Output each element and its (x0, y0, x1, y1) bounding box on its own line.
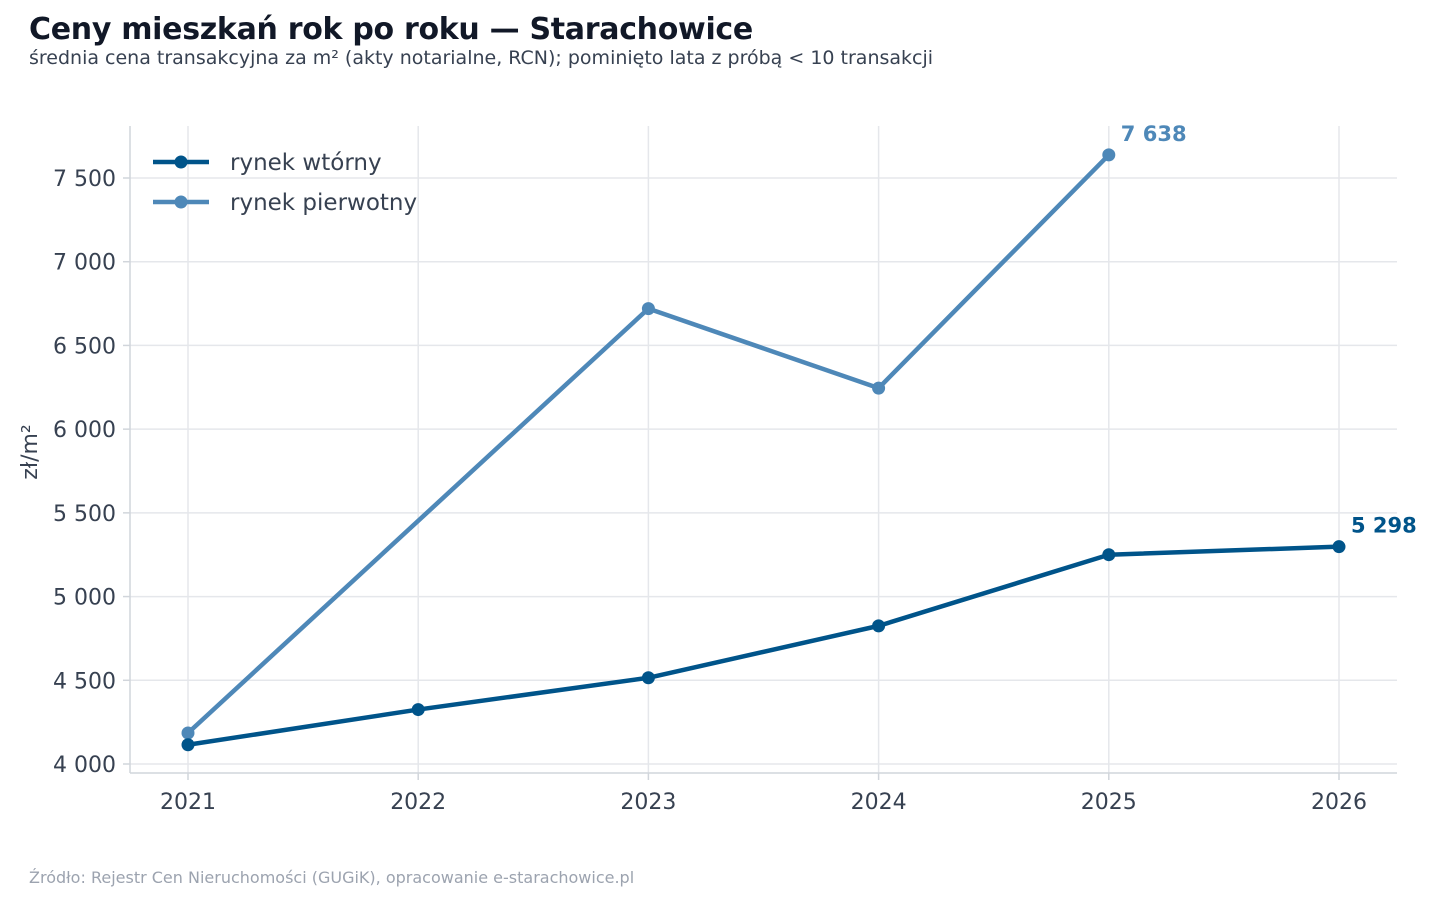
y-tick-label: 7 000 (53, 251, 116, 276)
y-axis-label: zł/m² (18, 424, 43, 479)
data-point (181, 738, 195, 752)
y-tick-label: 5 000 (53, 586, 116, 611)
axes (129, 126, 1397, 774)
data-point (641, 302, 655, 316)
chart-title: Ceny mieszkań rok po roku — Starachowice (29, 12, 753, 47)
grid-lines (130, 126, 1397, 773)
data-point (411, 703, 425, 717)
legend-swatch-marker (174, 195, 188, 209)
y-axis-ticks: 4 000 4 500 5 000 5 500 6 000 6 500 7 000 7 500 (53, 167, 130, 778)
data-point (872, 381, 886, 395)
y-tick-label: 6 000 (53, 418, 116, 443)
data-point (1102, 148, 1116, 162)
data-point (872, 619, 886, 633)
y-tick-label: 4 000 (53, 753, 116, 778)
y-tick-label: 6 500 (53, 334, 116, 359)
data-point (641, 671, 655, 685)
x-tick-label: 2023 (620, 790, 676, 815)
y-tick-label: 5 500 (53, 502, 116, 527)
series-line (185, 544, 1342, 747)
data-point (1102, 548, 1116, 562)
data-point (181, 726, 195, 740)
legend-swatch-marker (174, 155, 188, 169)
x-tick-label: 2025 (1081, 790, 1137, 815)
y-tick-label: 7 500 (53, 167, 116, 192)
source-note: Źródło: Rejestr Cen Nieruchomości (GUGiK… (29, 868, 635, 887)
end-value-label: 7 638 (1121, 122, 1187, 146)
y-tick-label: 4 500 (53, 669, 116, 694)
x-tick-label: 2021 (160, 790, 216, 815)
chart-subtitle: średnia cena transakcyjna za m² (akty no… (29, 47, 934, 69)
end-value-label: 5 298 (1351, 514, 1417, 538)
legend: rynek wtórny rynek pierwotny (153, 150, 417, 216)
series-rynek-pierwotny: 7 638 (181, 122, 1187, 740)
legend-label: rynek wtórny (230, 150, 382, 176)
series-rynek-wtorny: 5 298 (181, 514, 1417, 752)
series-layer: 7 638 5 298 (181, 122, 1417, 752)
series-line (185, 152, 1112, 736)
x-tick-label: 2024 (851, 790, 907, 815)
data-point (1332, 540, 1346, 554)
legend-item: rynek pierwotny (153, 190, 417, 216)
legend-item: rynek wtórny (153, 150, 382, 176)
x-tick-label: 2022 (390, 790, 446, 815)
legend-label: rynek pierwotny (230, 190, 417, 216)
x-axis-ticks: 2021 2022 2023 2024 2025 2026 (160, 773, 1367, 815)
x-tick-label: 2026 (1311, 790, 1367, 815)
